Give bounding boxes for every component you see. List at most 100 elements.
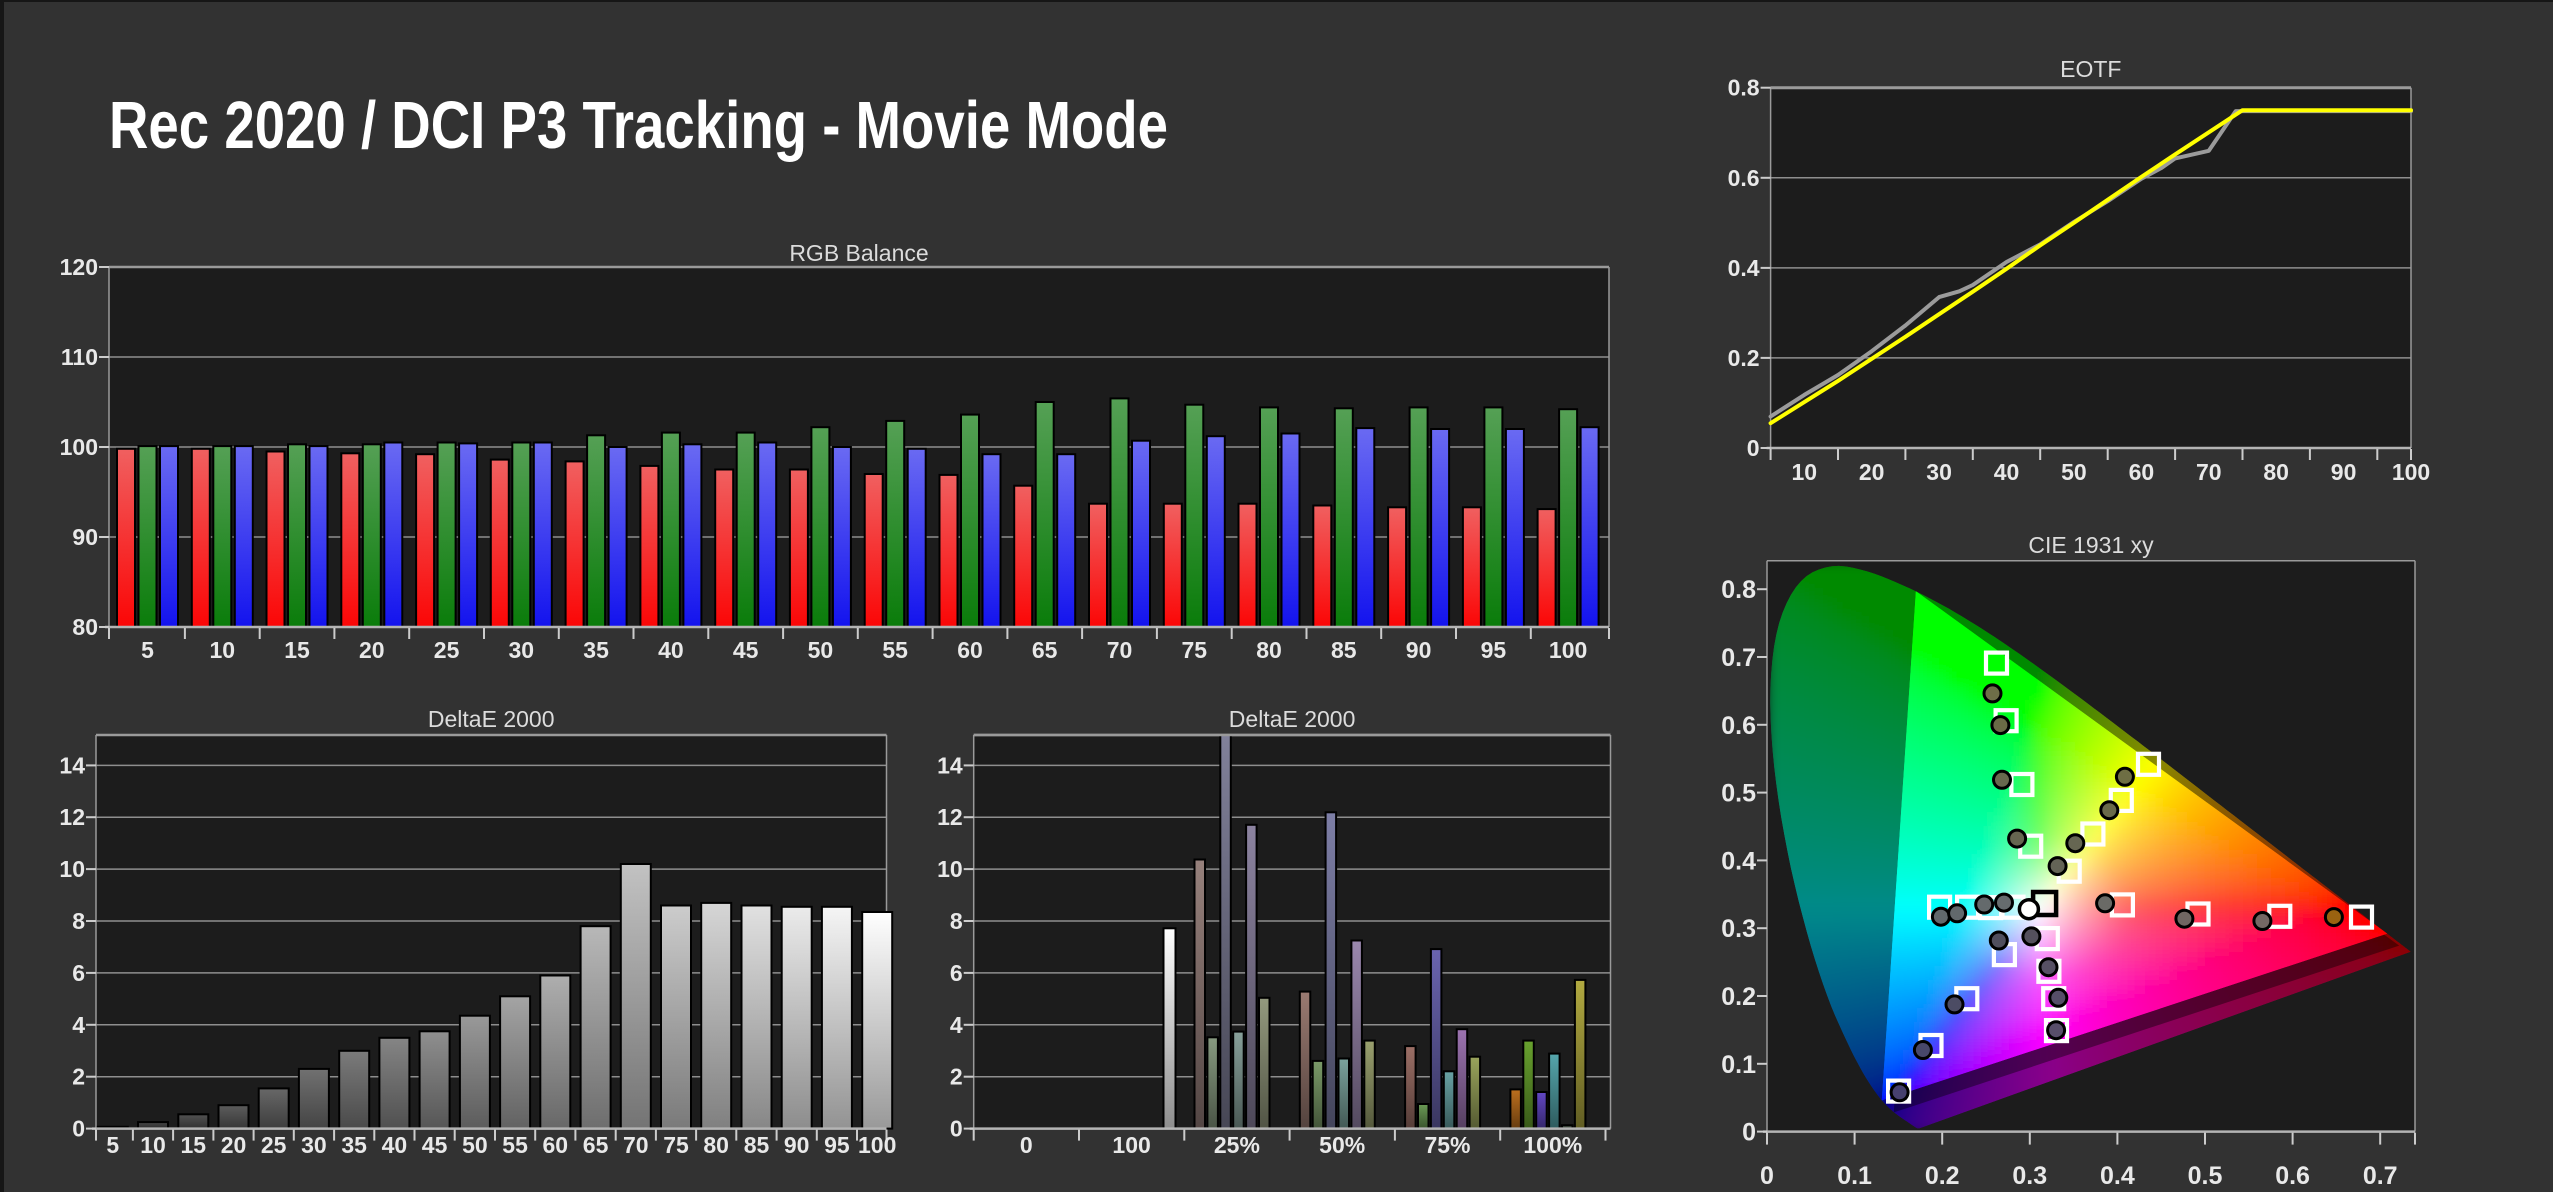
svg-text:EOTF: EOTF: [2060, 56, 2121, 82]
svg-text:70: 70: [623, 1132, 649, 1158]
svg-text:5: 5: [141, 637, 154, 663]
svg-text:65: 65: [583, 1132, 609, 1158]
svg-text:30: 30: [301, 1132, 327, 1158]
svg-text:4: 4: [72, 1012, 85, 1038]
svg-text:0.7: 0.7: [2363, 1162, 2398, 1190]
svg-text:0.4: 0.4: [1721, 847, 1756, 875]
svg-text:45: 45: [422, 1132, 448, 1158]
svg-text:50: 50: [808, 637, 834, 663]
svg-text:0: 0: [72, 1116, 85, 1142]
svg-text:50: 50: [462, 1132, 488, 1158]
svg-text:0: 0: [1760, 1162, 1774, 1190]
svg-text:30: 30: [509, 637, 535, 663]
svg-text:100%: 100%: [1523, 1132, 1582, 1158]
svg-text:6: 6: [950, 960, 963, 986]
svg-text:0.6: 0.6: [2275, 1162, 2310, 1190]
svg-text:100: 100: [858, 1132, 896, 1158]
svg-text:0.5: 0.5: [2188, 1162, 2223, 1190]
svg-text:120: 120: [60, 254, 98, 280]
svg-text:DeltaE 2000: DeltaE 2000: [1229, 706, 1356, 732]
svg-text:85: 85: [1331, 637, 1357, 663]
svg-text:0.6: 0.6: [1721, 712, 1756, 740]
svg-text:90: 90: [784, 1132, 810, 1158]
svg-text:80: 80: [703, 1132, 729, 1158]
svg-text:6: 6: [72, 960, 85, 986]
svg-text:0: 0: [1747, 435, 1760, 461]
svg-text:45: 45: [733, 637, 759, 663]
svg-text:35: 35: [583, 637, 609, 663]
svg-text:15: 15: [181, 1132, 207, 1158]
svg-text:0.2: 0.2: [1721, 983, 1756, 1011]
svg-text:CIE 1931 xy: CIE 1931 xy: [2028, 532, 2154, 558]
svg-text:20: 20: [221, 1132, 247, 1158]
svg-text:40: 40: [382, 1132, 408, 1158]
svg-text:100: 100: [60, 434, 98, 460]
svg-text:95: 95: [824, 1132, 850, 1158]
svg-text:0.4: 0.4: [2100, 1162, 2135, 1190]
svg-text:75: 75: [1182, 637, 1208, 663]
svg-text:70: 70: [2196, 459, 2222, 485]
svg-text:DeltaE 2000: DeltaE 2000: [428, 706, 555, 732]
svg-text:0.7: 0.7: [1721, 644, 1756, 672]
svg-text:0.3: 0.3: [1721, 915, 1756, 943]
svg-text:0: 0: [1742, 1119, 1756, 1147]
svg-text:85: 85: [744, 1132, 770, 1158]
svg-text:10: 10: [937, 856, 963, 882]
svg-text:8: 8: [950, 908, 963, 934]
svg-text:60: 60: [2129, 459, 2155, 485]
svg-text:55: 55: [502, 1132, 528, 1158]
svg-text:0.4: 0.4: [1728, 255, 1760, 281]
svg-text:90: 90: [72, 524, 98, 550]
svg-text:25%: 25%: [1214, 1132, 1260, 1158]
svg-text:10: 10: [140, 1132, 166, 1158]
svg-text:12: 12: [59, 804, 85, 830]
svg-text:4: 4: [950, 1012, 963, 1038]
svg-text:65: 65: [1032, 637, 1058, 663]
svg-text:RGB Balance: RGB Balance: [789, 240, 928, 266]
svg-text:0.1: 0.1: [1721, 1051, 1756, 1079]
svg-text:0.6: 0.6: [1728, 165, 1760, 191]
svg-text:10: 10: [59, 856, 85, 882]
svg-text:110: 110: [61, 344, 98, 370]
svg-text:0.5: 0.5: [1721, 780, 1756, 808]
svg-text:100: 100: [1549, 637, 1587, 663]
svg-text:35: 35: [341, 1132, 367, 1158]
svg-text:0: 0: [950, 1116, 963, 1142]
svg-text:20: 20: [1859, 459, 1885, 485]
svg-text:0.2: 0.2: [1925, 1162, 1960, 1190]
svg-text:Rec 2020 / DCI P3 Tracking - M: Rec 2020 / DCI P3 Tracking - Movie Mode: [109, 88, 1168, 163]
svg-text:0.3: 0.3: [2012, 1162, 2047, 1190]
svg-text:95: 95: [1481, 637, 1507, 663]
svg-text:40: 40: [658, 637, 684, 663]
svg-text:80: 80: [72, 614, 98, 640]
svg-text:60: 60: [543, 1132, 569, 1158]
svg-text:8: 8: [72, 908, 85, 934]
svg-text:55: 55: [882, 637, 908, 663]
svg-text:15: 15: [284, 637, 310, 663]
svg-text:75%: 75%: [1424, 1132, 1470, 1158]
svg-text:70: 70: [1107, 637, 1133, 663]
svg-text:80: 80: [1256, 637, 1282, 663]
svg-text:20: 20: [359, 637, 385, 663]
svg-text:10: 10: [210, 637, 236, 663]
svg-text:14: 14: [59, 752, 85, 778]
svg-text:40: 40: [1994, 459, 2020, 485]
svg-text:75: 75: [663, 1132, 689, 1158]
svg-text:50%: 50%: [1319, 1132, 1365, 1158]
svg-text:30: 30: [1926, 459, 1952, 485]
svg-text:90: 90: [1406, 637, 1432, 663]
svg-text:10: 10: [1792, 459, 1818, 485]
svg-text:12: 12: [937, 804, 963, 830]
svg-text:0.2: 0.2: [1728, 345, 1760, 371]
svg-text:90: 90: [2331, 459, 2357, 485]
svg-text:100: 100: [1112, 1132, 1150, 1158]
svg-text:0: 0: [1020, 1132, 1033, 1158]
svg-text:50: 50: [2061, 459, 2087, 485]
svg-text:100: 100: [2392, 459, 2430, 485]
svg-text:14: 14: [937, 752, 963, 778]
svg-text:25: 25: [261, 1132, 287, 1158]
svg-text:0.8: 0.8: [1728, 75, 1760, 101]
svg-text:0.8: 0.8: [1721, 576, 1756, 604]
svg-text:2: 2: [950, 1064, 963, 1090]
svg-text:2: 2: [72, 1064, 85, 1090]
